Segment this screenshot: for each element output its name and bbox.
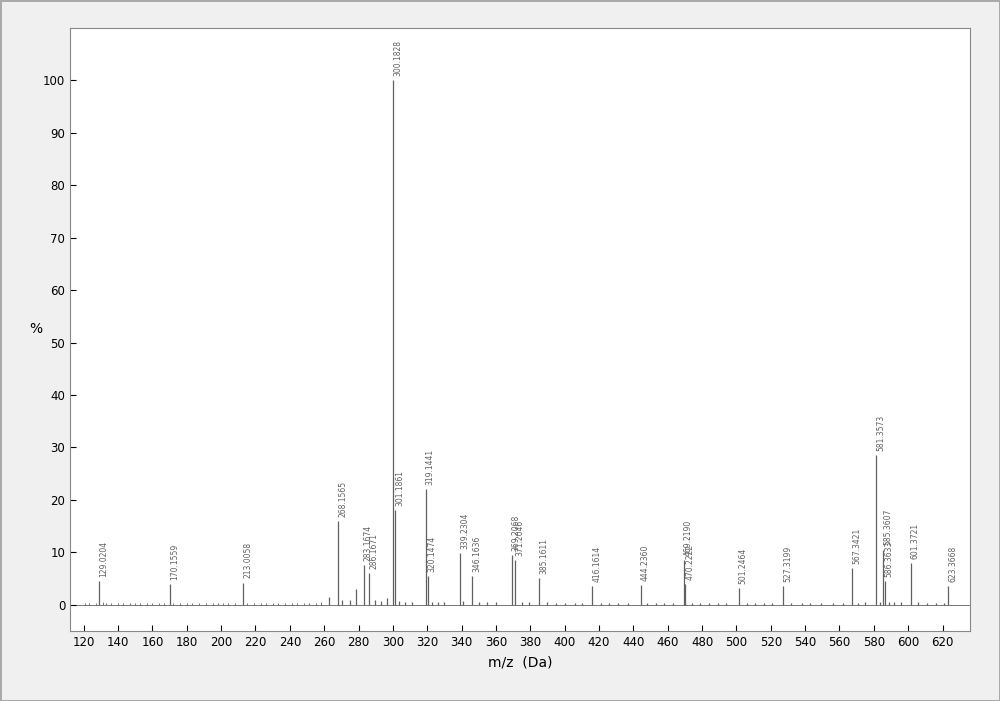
Text: 601.3721: 601.3721 xyxy=(911,522,920,559)
Text: 371.2046: 371.2046 xyxy=(515,519,524,556)
Text: 268.1565: 268.1565 xyxy=(338,480,347,517)
Y-axis label: %: % xyxy=(29,322,43,336)
Text: 129.0204: 129.0204 xyxy=(99,540,108,577)
Text: 527.3199: 527.3199 xyxy=(783,546,792,582)
Text: 170.1559: 170.1559 xyxy=(170,543,179,580)
Text: 319.1441: 319.1441 xyxy=(426,449,435,485)
Text: 346.1636: 346.1636 xyxy=(472,536,481,571)
Text: 567.3421: 567.3421 xyxy=(852,528,861,564)
Text: 470.2222: 470.2222 xyxy=(685,543,694,580)
Text: 320.1474: 320.1474 xyxy=(428,536,437,571)
Text: 286.1671: 286.1671 xyxy=(369,533,378,569)
Text: 469.2190: 469.2190 xyxy=(684,519,693,556)
Text: 501.2464: 501.2464 xyxy=(739,547,748,584)
Text: 369.2068: 369.2068 xyxy=(512,515,521,551)
Text: 385.1611: 385.1611 xyxy=(539,538,548,574)
Text: 586.3633: 586.3633 xyxy=(885,540,894,577)
Text: 300.1828: 300.1828 xyxy=(393,40,402,76)
Text: 213.0058: 213.0058 xyxy=(243,543,252,578)
Text: 339.2304: 339.2304 xyxy=(460,512,469,549)
Text: 623.3668: 623.3668 xyxy=(948,546,957,582)
Text: 416.1614: 416.1614 xyxy=(592,546,601,582)
Text: 581.3573: 581.3573 xyxy=(876,415,885,451)
X-axis label: m/z  (Da): m/z (Da) xyxy=(488,655,552,669)
Text: 283.1674: 283.1674 xyxy=(364,525,373,562)
Text: 444.2360: 444.2360 xyxy=(641,544,650,580)
Text: 585.3607: 585.3607 xyxy=(883,509,892,545)
Text: 301.1861: 301.1861 xyxy=(395,470,404,506)
